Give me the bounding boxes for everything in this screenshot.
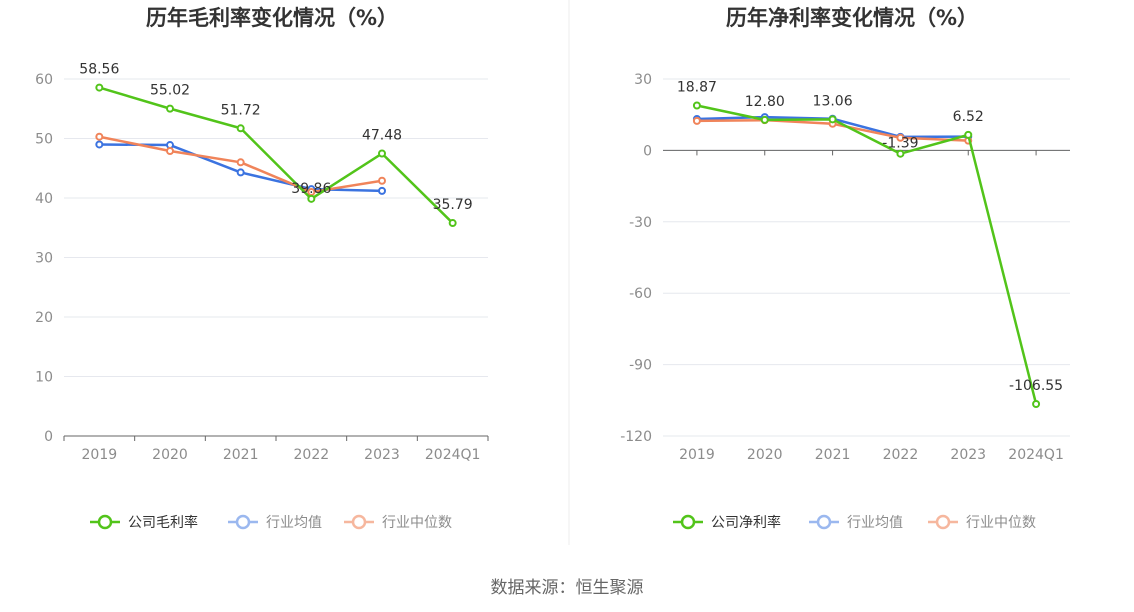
data-label: 58.56	[79, 62, 119, 78]
data-point	[236, 168, 245, 177]
legend-swatch-marker	[97, 514, 113, 530]
data-label: -1.39	[882, 136, 918, 152]
data-point	[236, 158, 245, 167]
x-tick-label: 2024Q1	[425, 447, 481, 463]
data-point	[964, 130, 973, 139]
legend-label: 行业中位数	[966, 515, 1036, 531]
data-label: 18.87	[677, 79, 717, 95]
legend-label: 公司净利率	[711, 514, 781, 531]
y-tick-label: 20	[35, 310, 53, 326]
x-tick-label: 2024Q1	[1008, 447, 1064, 463]
legend-label: 公司毛利率	[128, 514, 198, 531]
y-tick-label: -120	[620, 429, 652, 445]
y-tick-label: 30	[634, 72, 652, 88]
y-tick-label: 60	[35, 72, 53, 88]
y-tick-label: 40	[35, 191, 53, 207]
data-label: -106.55	[1009, 378, 1063, 394]
net-margin-chart: 历年净利率变化情况（%） -120 -90 -60 -30 0 30 2019 2020 2021…	[620, 6, 1070, 531]
y-tick-label: 30	[35, 251, 53, 267]
data-point	[1032, 399, 1041, 408]
y-tick-label: -90	[629, 358, 652, 374]
chart-title: 历年净利率变化情况（%）	[726, 6, 978, 30]
series-line	[98, 86, 454, 224]
gross-margin-chart: 历年毛利率变化情况（%） 0 10 20 30 40 50 60 2019 2020 2021 202…	[35, 6, 489, 531]
legend-label: 行业中位数	[382, 515, 452, 531]
data-point	[828, 115, 837, 124]
data-point	[166, 104, 174, 113]
data-label: 39.86	[291, 181, 331, 197]
y-tick-label: 0	[44, 429, 53, 445]
data-label: 12.80	[745, 94, 785, 110]
chart-title: 历年毛利率变化情况（%）	[146, 6, 398, 30]
x-tick-label: 2019	[679, 447, 715, 463]
x-tick-label: 2020	[747, 447, 783, 463]
data-point	[307, 194, 316, 203]
x-tick-label: 2022	[883, 447, 919, 463]
y-tick-label: -30	[629, 215, 652, 231]
data-point	[95, 83, 104, 92]
x-tick-label: 2023	[364, 447, 400, 463]
series-line	[696, 104, 1038, 405]
data-point	[95, 140, 104, 149]
y-tick-label: -60	[629, 286, 652, 302]
data-point	[236, 124, 245, 133]
x-tick-label: 2021	[815, 447, 851, 463]
data-point	[896, 149, 905, 158]
legend-swatch-marker	[680, 514, 696, 530]
data-point	[378, 176, 386, 185]
data-label: 13.06	[813, 93, 853, 109]
data-point	[692, 116, 701, 125]
series-line	[99, 143, 383, 193]
x-tick-label: 2023	[950, 447, 986, 463]
legend-swatch-marker	[816, 514, 832, 530]
data-point	[760, 115, 769, 124]
x-tick-label: 2019	[82, 447, 118, 463]
legend-label: 行业均值	[847, 515, 903, 531]
legend-swatch-marker	[351, 514, 367, 530]
data-point	[378, 149, 386, 158]
y-tick-label: 10	[35, 370, 53, 386]
data-label: 55.02	[150, 83, 190, 99]
data-point	[95, 132, 104, 141]
data-point	[692, 101, 701, 110]
x-tick-label: 2022	[294, 447, 330, 463]
y-tick-label: 0	[643, 143, 652, 159]
y-tick-label: 50	[35, 132, 53, 148]
source-note: 数据来源：恒生聚源	[491, 578, 644, 598]
legend-swatch-marker	[235, 514, 251, 530]
data-label: 6.52	[953, 109, 984, 125]
x-tick-label: 2020	[152, 447, 188, 463]
data-point	[166, 146, 174, 155]
data-label: 47.48	[362, 127, 402, 143]
data-point	[448, 219, 457, 228]
data-point	[896, 133, 905, 142]
legend-label: 行业均值	[266, 515, 322, 531]
legend-swatch-marker	[935, 514, 951, 530]
data-point	[378, 186, 386, 195]
x-tick-label: 2021	[223, 447, 259, 463]
data-label: 51.72	[221, 102, 261, 118]
data-label: 35.79	[433, 197, 473, 213]
